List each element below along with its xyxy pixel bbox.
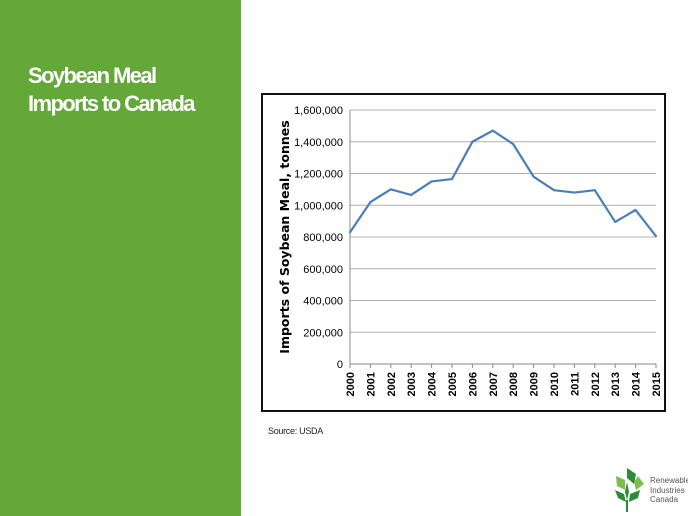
x-tick-label: 2006 bbox=[467, 372, 479, 396]
sidebar-panel bbox=[0, 0, 241, 516]
source-note: Source: USDA bbox=[268, 426, 323, 436]
y-tick-label: 400,000 bbox=[303, 296, 343, 308]
x-tick-label: 2007 bbox=[488, 372, 500, 396]
x-tick-label: 2000 bbox=[345, 372, 357, 396]
logo-text-line-1: Renewable bbox=[650, 476, 688, 485]
y-tick-label: 800,000 bbox=[303, 232, 343, 244]
data-point bbox=[614, 220, 617, 224]
data-point bbox=[430, 180, 433, 183]
data-point bbox=[389, 188, 392, 191]
y-tick-label: 1,400,000 bbox=[294, 137, 343, 149]
data-point bbox=[348, 231, 352, 234]
y-tick-label: 0 bbox=[337, 359, 343, 371]
data-point bbox=[450, 177, 454, 181]
x-tick-label: 2004 bbox=[427, 371, 439, 396]
data-point bbox=[532, 175, 535, 178]
data-point bbox=[471, 140, 474, 143]
data-point bbox=[512, 143, 515, 146]
data-point bbox=[369, 200, 372, 204]
x-tick-label: 2013 bbox=[610, 372, 622, 396]
x-tick-label: 2009 bbox=[529, 372, 541, 396]
data-point bbox=[573, 191, 576, 194]
logo-text-line-2: Industries bbox=[650, 485, 685, 495]
maple-leaf-icon bbox=[615, 468, 644, 512]
x-tick-label: 2011 bbox=[569, 372, 581, 396]
data-point bbox=[654, 235, 658, 238]
logo-text-line-3: Canada bbox=[650, 495, 679, 504]
data-point bbox=[593, 189, 596, 192]
series-line bbox=[349, 129, 657, 237]
chart-frame: 0 200,000 400,000 600,000 800,000 1,000,000 1,… bbox=[261, 93, 666, 412]
x-tick-label: 2008 bbox=[508, 372, 520, 396]
x-tick-label: 2015 bbox=[651, 372, 663, 396]
company-logo: Renewable Industries Canada bbox=[612, 466, 688, 514]
y-tick-label: 1,600,000 bbox=[294, 105, 343, 117]
y-tick-label: 1,200,000 bbox=[294, 169, 343, 181]
x-tick-label: 2001 bbox=[365, 372, 377, 396]
line-chart: 0 200,000 400,000 600,000 800,000 1,000,000 1,… bbox=[277, 105, 663, 396]
x-tick-label: 2014 bbox=[631, 371, 643, 396]
x-tick-label: 2010 bbox=[549, 372, 561, 396]
x-tick-label: 2005 bbox=[447, 372, 459, 396]
data-point bbox=[552, 189, 556, 192]
y-axis-title: Imports of Soybean Meal, tonnes bbox=[277, 120, 292, 353]
data-point bbox=[410, 193, 413, 197]
data-point bbox=[491, 129, 494, 132]
y-tick-label: 1,000,000 bbox=[294, 200, 343, 212]
slide-title: Soybean Meal Imports to Canada bbox=[28, 62, 233, 118]
x-tick-label: 2012 bbox=[590, 372, 602, 396]
x-tick-label: 2002 bbox=[386, 372, 398, 396]
y-tick-label: 600,000 bbox=[303, 264, 343, 276]
slide-title-line-1: Soybean Meal bbox=[28, 63, 157, 88]
data-point bbox=[634, 208, 637, 212]
x-tick-label: 2003 bbox=[406, 372, 418, 396]
slide-title-line-2: Imports to Canada bbox=[28, 91, 196, 116]
y-tick-label: 200,000 bbox=[303, 327, 343, 339]
